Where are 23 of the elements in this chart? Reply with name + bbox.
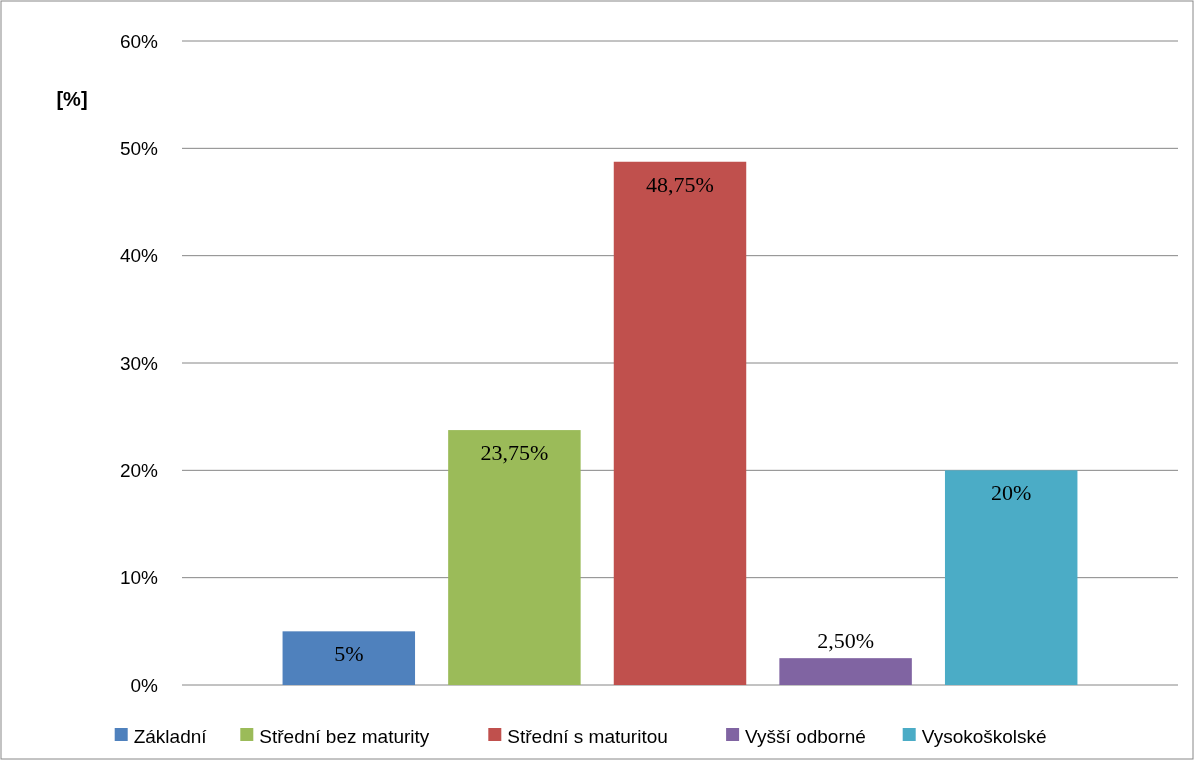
y-tick-label: 30% bbox=[119, 352, 159, 374]
data-label: 2,50% bbox=[817, 628, 875, 654]
legend-label: Základní bbox=[133, 725, 208, 747]
legend-label: Vysokoškolské bbox=[921, 725, 1047, 747]
y-axis-title: [%] bbox=[56, 88, 88, 110]
y-tick-label: 40% bbox=[119, 245, 159, 267]
data-label: 5% bbox=[334, 641, 364, 667]
data-label: 20% bbox=[991, 480, 1032, 506]
data-label: 48,75% bbox=[646, 171, 714, 197]
bar bbox=[944, 470, 1078, 685]
y-tick-label: 50% bbox=[119, 137, 159, 159]
legend-label: Střední s maturitou bbox=[507, 725, 668, 747]
legend-label: Střední bez maturity bbox=[259, 725, 430, 747]
y-tick-label: 0% bbox=[130, 674, 159, 696]
legend-label: Vyšší odborné bbox=[745, 725, 866, 747]
data-label: 23,75% bbox=[480, 440, 549, 466]
bar bbox=[613, 161, 747, 685]
bar bbox=[779, 658, 912, 685]
bar bbox=[282, 631, 416, 685]
bar bbox=[448, 430, 581, 685]
y-tick-label: 60% bbox=[119, 30, 159, 52]
y-tick-label: 20% bbox=[119, 459, 159, 481]
y-tick-label: 10% bbox=[119, 567, 159, 589]
